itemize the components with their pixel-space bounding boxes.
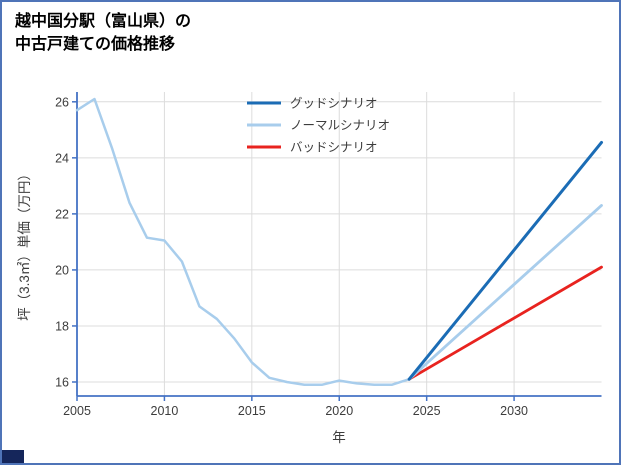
series-history-line	[75, 97, 411, 387]
corner-decoration	[2, 450, 24, 463]
legend-label-good: グッドシナリオ	[290, 97, 378, 111]
chart-title: 越中国分駅（富山県）の 中古戸建ての価格推移	[15, 10, 191, 56]
series-lines	[75, 97, 603, 387]
y-tick-label: 22	[55, 207, 69, 221]
y-tick-label: 26	[55, 95, 69, 109]
legend-label-normal: ノーマルシナリオ	[290, 119, 390, 133]
axes	[72, 92, 602, 401]
y-tick-label: 16	[55, 375, 69, 389]
series-normal-line	[407, 204, 603, 381]
y-tick-label: 20	[55, 263, 69, 277]
tick-labels: 2005 2010 2015 2020 2025 2030 16 18 20 22 24 26	[55, 95, 528, 418]
series-bad-line	[407, 265, 603, 381]
x-tick-label: 2015	[238, 404, 266, 418]
x-axis-label: 年	[332, 430, 346, 445]
x-tick-label: 2020	[325, 404, 353, 418]
chart-title-line1: 越中国分駅（富山県）の	[15, 13, 192, 30]
x-tick-label: 2010	[151, 404, 179, 418]
y-tick-label: 24	[55, 151, 69, 165]
chart-title-line2: 中古戸建ての価格推移	[15, 36, 176, 54]
y-axis-label: 坪（3.3㎡）単価（万円）	[17, 167, 32, 321]
legend-label-bad: バッドシナリオ	[290, 141, 378, 155]
x-tick-label: 2025	[413, 404, 441, 418]
y-tick-label: 18	[55, 319, 69, 333]
x-tick-label: 2005	[63, 404, 91, 418]
x-tick-label: 2030	[500, 404, 528, 418]
gridlines	[77, 92, 602, 396]
series-good-line	[407, 140, 603, 381]
